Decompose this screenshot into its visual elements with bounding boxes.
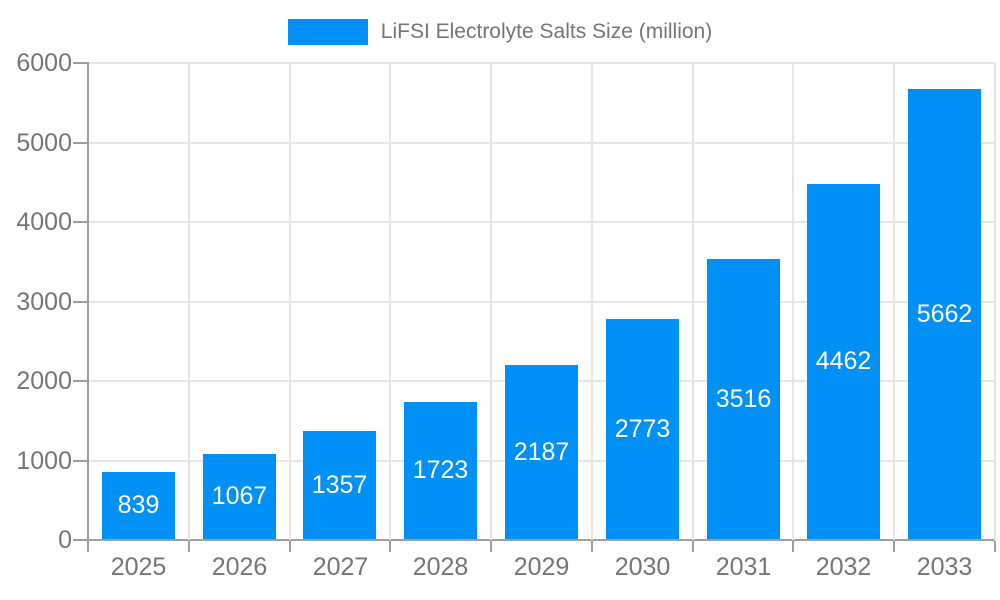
- x-axis-tick: [994, 541, 996, 552]
- bar[interactable]: 1723: [404, 402, 477, 539]
- x-axis-tick-label: 2032: [815, 553, 872, 581]
- y-axis-tick-label: 0: [58, 526, 72, 554]
- bar-value-label: 5662: [916, 299, 973, 328]
- bar[interactable]: 4462: [807, 184, 880, 539]
- x-axis-tick-label: 2026: [211, 553, 268, 581]
- plot-area: [87, 62, 995, 541]
- x-axis-tick-label: 2033: [916, 553, 973, 581]
- bar[interactable]: 1067: [203, 454, 276, 539]
- bar[interactable]: 3516: [707, 259, 780, 539]
- bar-value-label: 2773: [614, 414, 671, 443]
- y-axis-tick: [73, 539, 88, 541]
- y-axis-tick: [73, 141, 88, 144]
- bar-value-label: 3516: [715, 384, 772, 413]
- legend-swatch: [287, 19, 368, 45]
- y-axis-tick-label: 6000: [16, 49, 72, 77]
- y-axis-tick-label: 1000: [16, 446, 72, 475]
- gridline-vertical: [692, 63, 694, 540]
- gridline-horizontal: [89, 62, 995, 64]
- y-axis-tick: [73, 459, 88, 462]
- bar[interactable]: 839: [102, 472, 175, 539]
- x-axis-tick-label: 2027: [312, 553, 369, 581]
- x-axis-tick: [188, 541, 190, 552]
- gridline-vertical: [994, 63, 996, 540]
- bar-value-label: 4462: [815, 347, 872, 375]
- gridline-vertical: [389, 63, 391, 540]
- bar-value-label: 1357: [311, 470, 368, 499]
- gridline-vertical: [792, 63, 794, 540]
- gridline-horizontal: [89, 141, 995, 144]
- y-axis-tick: [73, 380, 88, 382]
- x-axis-tick: [490, 541, 492, 552]
- bar[interactable]: 2773: [606, 319, 679, 539]
- y-axis-tick-label: 3000: [16, 287, 72, 316]
- x-axis-tick-label: 2030: [614, 553, 671, 581]
- y-axis-tick-label: 4000: [16, 208, 72, 236]
- x-axis-tick-label: 2028: [412, 553, 469, 581]
- x-axis-tick: [389, 541, 391, 552]
- y-axis-tick: [73, 62, 88, 64]
- gridline-vertical: [289, 63, 291, 540]
- gridline-vertical: [893, 63, 895, 540]
- bar[interactable]: 1357: [303, 431, 376, 539]
- bar[interactable]: 2187: [505, 365, 578, 539]
- x-axis-tick-label: 2031: [715, 553, 772, 581]
- x-axis-tick-label: 2025: [110, 553, 167, 581]
- gridline-horizontal: [89, 300, 995, 303]
- bar[interactable]: 5662: [908, 89, 981, 539]
- gridline-vertical: [188, 63, 190, 540]
- x-axis-tick: [591, 541, 593, 552]
- bar-value-label: 1723: [412, 456, 469, 484]
- x-axis-tick: [692, 541, 694, 552]
- x-axis-tick-label: 2029: [513, 553, 570, 581]
- x-axis-tick: [792, 541, 794, 552]
- x-axis-tick: [289, 541, 291, 552]
- x-axis-tick: [893, 541, 895, 552]
- gridline-horizontal: [89, 221, 995, 223]
- y-axis-tick-label: 5000: [16, 128, 72, 157]
- legend-label: LiFSI Electrolyte Salts Size (million): [380, 20, 713, 43]
- gridline-vertical: [490, 63, 492, 540]
- y-axis-tick-label: 2000: [16, 367, 72, 395]
- legend[interactable]: LiFSI Electrolyte Salts Size (million): [0, 16, 1000, 48]
- bar-value-label: 1067: [211, 482, 268, 510]
- bar-value-label: 839: [117, 491, 160, 519]
- bar-value-label: 2187: [513, 437, 570, 466]
- gridline-vertical: [591, 63, 593, 540]
- x-axis-tick: [87, 541, 89, 552]
- y-axis-tick: [73, 300, 88, 303]
- y-axis-tick: [73, 221, 88, 223]
